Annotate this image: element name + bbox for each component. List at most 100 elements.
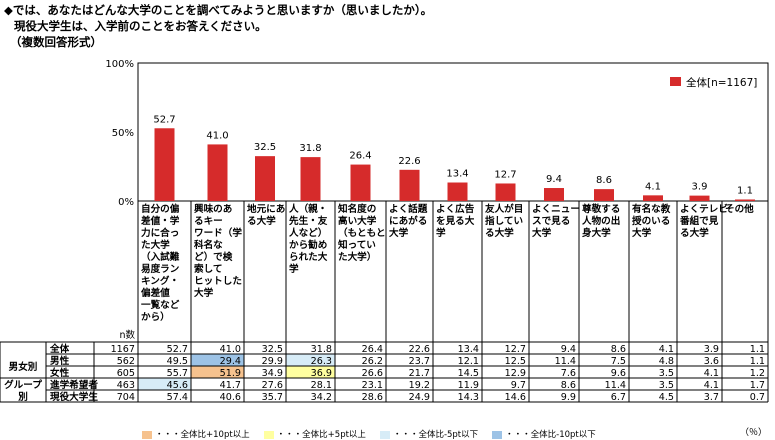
category-label: よくニュースで見る大学 <box>532 204 580 239</box>
table-cell: 3.5 <box>659 368 674 379</box>
group-label: 男女別 <box>9 361 38 373</box>
table-cell: 23.1 <box>362 380 383 391</box>
y-tick-label: 0% <box>118 197 134 208</box>
table-cell: 11.4 <box>605 380 626 391</box>
table-cell: 1.2 <box>750 368 765 379</box>
table-cell: 41.7 <box>220 380 241 391</box>
highlight-cell <box>191 366 244 378</box>
legend-swatch <box>670 77 681 86</box>
table-cell: 23.7 <box>409 356 430 367</box>
highlight-cell <box>286 354 335 366</box>
table-cell: 34.2 <box>311 392 332 403</box>
table-cell: 28.6 <box>362 392 383 403</box>
table-cell: 7.6 <box>561 368 576 379</box>
table-cell: 21.7 <box>409 368 430 379</box>
bar <box>447 182 468 201</box>
table-cell: 51.9 <box>220 368 241 379</box>
bar-value-label: 41.0 <box>206 130 228 141</box>
table-cell: 9.6 <box>611 368 626 379</box>
bar <box>207 144 228 201</box>
highlight-cell <box>191 354 244 366</box>
bar-value-label: 1.1 <box>737 185 753 196</box>
table-cell: 32.5 <box>262 344 283 355</box>
table-cell: 4.1 <box>704 380 719 391</box>
highlight-legend-label: ・・・全体比-10pt以下 <box>505 430 596 440</box>
table-cell: 41.0 <box>220 344 241 355</box>
category-label: 尊敬する人物の出身大学 <box>582 203 620 239</box>
table-cell: 22.6 <box>409 344 430 355</box>
table-cell: 19.2 <box>409 380 430 391</box>
bar-value-label: 8.6 <box>596 175 612 186</box>
y-tick-label: 50% <box>112 128 134 139</box>
highlight-swatch <box>492 430 503 439</box>
bar-value-label: 31.8 <box>299 143 321 154</box>
bar-value-label: 52.7 <box>153 114 175 125</box>
category-label: 知名度の高い大学（もともと知っていた大学） <box>337 203 386 263</box>
row-n: 463 <box>117 380 135 391</box>
table-cell: 55.7 <box>167 368 188 379</box>
highlight-legend: ・・・全体比+10pt以上 ・・・全体比+5pt以上 ・・・全体比-5pt以下 ・・・… <box>142 428 596 440</box>
table-cell: 34.9 <box>262 368 283 379</box>
table-cell: 26.2 <box>362 356 383 367</box>
table-cell: 0.7 <box>750 392 765 403</box>
row-n: 605 <box>117 368 135 379</box>
table-cell: 3.6 <box>704 356 719 367</box>
row-label: 男性 <box>50 355 70 367</box>
legend-label: 全体[n=1167] <box>686 76 757 89</box>
category-label: よく話題にあがる大学 <box>389 203 428 239</box>
table-cell: 4.1 <box>704 368 719 379</box>
table-cell: 29.9 <box>262 356 283 367</box>
highlight-legend-item: ・・・全体比-5pt以下 <box>379 428 478 440</box>
table-cell: 4.1 <box>659 344 674 355</box>
table-cell: 36.9 <box>311 368 332 379</box>
row-n: 562 <box>117 356 135 367</box>
row-n: 1167 <box>111 344 135 355</box>
table-cell: 31.8 <box>311 344 332 355</box>
table-cell: 11.9 <box>458 380 479 391</box>
table-cell: 1.1 <box>750 356 765 367</box>
bar <box>544 188 564 201</box>
table-cell: 40.6 <box>220 392 241 403</box>
bar <box>689 195 710 201</box>
bar-value-label: 32.5 <box>254 142 276 153</box>
category-label: よく広告を見る大学 <box>436 203 475 239</box>
table-cell: 12.5 <box>505 356 526 367</box>
row-label: 全体 <box>49 343 70 355</box>
bar <box>399 169 420 201</box>
bar-value-label: 3.9 <box>692 182 708 193</box>
category-label: 自分の偏差値・学力に合った大学（入試難易度ランキング・偏差値一覧などから） <box>140 203 180 323</box>
bar <box>735 199 755 201</box>
table-cell: 14.5 <box>458 368 479 379</box>
bar-value-label: 12.7 <box>494 169 516 180</box>
bar-value-label: 9.4 <box>546 174 562 185</box>
table-cell: 35.7 <box>262 392 283 403</box>
table-cell: 1.7 <box>750 380 765 391</box>
table-cell: 7.5 <box>611 356 626 367</box>
category-label: よくテレビ番組で見る大学 <box>679 203 728 239</box>
table-cell: 12.1 <box>458 356 479 367</box>
table-cell: 9.4 <box>561 344 576 355</box>
highlight-legend-item: ・・・全体比+10pt以上 <box>142 428 250 440</box>
table-cell: 26.3 <box>311 356 332 367</box>
title-line-2: 現役大学生は、入学前のことをお答えください。 <box>14 19 267 33</box>
category-label: 地元にある大学 <box>247 203 285 227</box>
unit-label: （％） <box>739 428 767 438</box>
bar <box>154 128 175 201</box>
table-cell: 29.4 <box>220 356 241 367</box>
table-cell: 9.7 <box>511 380 526 391</box>
category-label: 友人が目指している大学 <box>484 203 523 239</box>
n-header: n数 <box>119 329 135 341</box>
highlight-legend-item: ・・・全体比-10pt以下 <box>492 428 596 440</box>
table-cell: 8.6 <box>561 380 576 391</box>
highlight-cell <box>286 366 335 378</box>
row-label: 進学希望者 <box>50 379 98 391</box>
highlight-swatch <box>379 430 390 439</box>
table-cell: 3.9 <box>704 344 719 355</box>
table-cell: 1.1 <box>750 344 765 355</box>
chart-legend: 全体[n=1167] <box>670 76 757 89</box>
title-line-3: （複数回答形式） <box>10 35 102 49</box>
category-label: 人（親・先生・友人など）から勧められた大学 <box>289 203 328 275</box>
table-cell: 4.8 <box>659 356 674 367</box>
